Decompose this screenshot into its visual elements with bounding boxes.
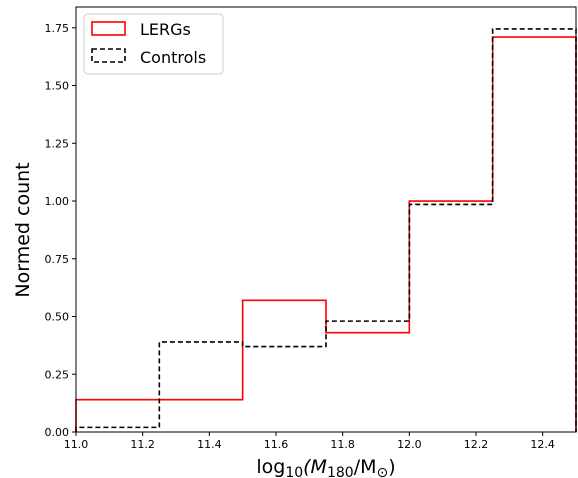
series-lergs-step-line [75, 36, 577, 432]
x-tick-label: 12.0 [397, 438, 422, 451]
y-axis-label: Normed count [12, 162, 34, 297]
plot-frame [75, 6, 577, 433]
series-controls-step-line [75, 28, 577, 432]
x-tick-label: 11.6 [264, 438, 289, 451]
axis-ticks: 11.0 11.2 11.4 11.6 11.8 12.0 12.2 12.4 0.00 0.25… [45, 22, 555, 451]
x-axis-label: log10(M180/M⊙) [256, 456, 395, 478]
histogram-series [75, 28, 577, 432]
legend-swatch-lergs [91, 21, 126, 36]
legend: LERGs Controls [83, 13, 224, 75]
x-tick-label: 12.4 [530, 438, 555, 451]
legend-swatch-controls [91, 48, 126, 63]
x-tick-label: 11.8 [330, 438, 355, 451]
y-tick-label: 1.75 [45, 22, 70, 35]
legend-box [83, 13, 224, 75]
legend-label-controls: Controls [140, 48, 206, 67]
x-tick-label: 11.4 [197, 438, 222, 451]
x-tick-label: 11.0 [64, 438, 89, 451]
x-tick-label: 12.2 [464, 438, 489, 451]
y-tick-label: 0.50 [45, 311, 70, 324]
y-tick-label: 0.00 [45, 426, 70, 439]
y-tick-label: 0.75 [45, 253, 70, 266]
y-tick-label: 1.50 [45, 80, 70, 93]
y-tick-label: 1.25 [45, 137, 70, 150]
legend-label-lergs: LERGs [140, 20, 191, 39]
y-tick-label: 1.00 [45, 195, 70, 208]
y-tick-label: 0.25 [45, 368, 70, 381]
x-tick-label: 11.2 [130, 438, 155, 451]
